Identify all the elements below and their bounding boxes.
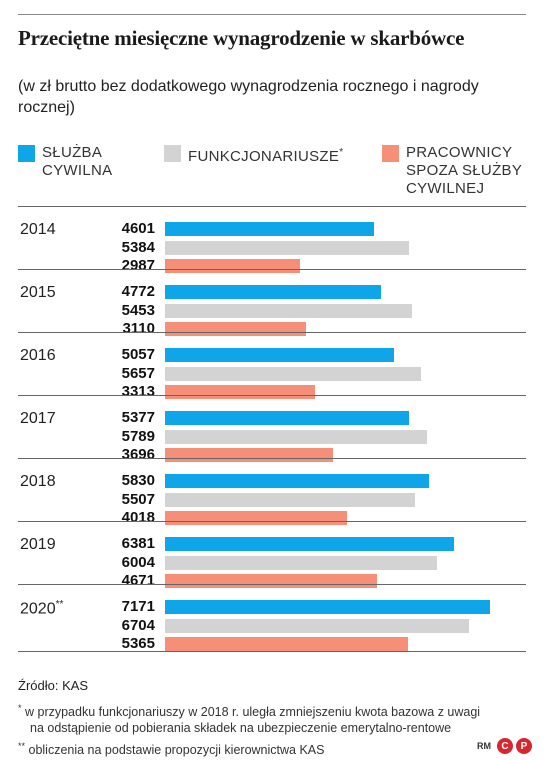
value-label-pracownicy-2015: 3110 [122, 320, 155, 337]
category-label-text-2015: 2015 [20, 284, 56, 301]
legend-item-sluzba: SŁUŻBA CYWILNA [18, 144, 112, 180]
group-rule-2018 [18, 458, 526, 459]
value-label-pracownicy-2019: 4671 [121, 572, 155, 589]
chart-bottom-rule [18, 651, 526, 652]
legend-swatch-pracownicy [382, 145, 399, 162]
category-label-text-2014: 2014 [20, 221, 56, 238]
bar-sluzba-2015 [165, 285, 382, 299]
value-label-funkcjonariusze-2017: 5789 [121, 427, 155, 445]
footnote-2-mark: ** [18, 741, 26, 751]
group-rule-2020 [18, 584, 526, 585]
logo-circle-c: C [497, 738, 513, 754]
bar-pracownicy-2017 [165, 448, 333, 462]
value-label-pracownicy-2018: 4018 [121, 509, 155, 526]
legend-label-pracownicy: PRACOWNICY SPOZA SŁUŻBY CYWILNEJ [406, 144, 523, 197]
category-label-2016: 2016 [20, 347, 56, 365]
value-label-sluzba-2015: 4772 [121, 283, 155, 300]
footnote-1-mark: * [18, 703, 22, 713]
category-label-text-2019: 2019 [20, 536, 56, 553]
group-rule-2019 [18, 521, 526, 522]
legend-swatch-funkcjonariusze [164, 145, 181, 162]
source-label: Źródło: KAS [18, 678, 89, 693]
category-label-2014: 2014 [20, 221, 56, 239]
legend-footnote-mark: * [339, 147, 344, 158]
bar-pracownicy-2014 [165, 259, 301, 273]
group-rule-2015 [18, 269, 526, 270]
bar-sluzba-2018 [165, 474, 430, 488]
legend-swatch-sluzba [18, 145, 35, 162]
group-rule-2016 [18, 332, 526, 333]
bar-pracownicy-2016 [165, 385, 316, 399]
bar-pracownicy-2020 [165, 637, 409, 651]
bar-sluzba-2019 [165, 537, 455, 551]
bar-sluzba-2016 [165, 348, 395, 362]
value-label-pracownicy-2020: 5365 [121, 635, 155, 652]
footnote-2: ** obliczenia na podstawie propozycji ki… [18, 738, 478, 758]
bar-funkcjonariusze-2019 [165, 555, 438, 570]
bar-sluzba-2017 [165, 411, 409, 425]
category-label-text-2016: 2016 [20, 347, 56, 364]
legend-item-funkcjonariusze: FUNKCJONARIUSZE* [164, 144, 343, 166]
chart-subtitle: (w zł brutto bez dodatkowego wynagrodzen… [18, 78, 479, 116]
value-label-funkcjonariusze-2015: 5453 [121, 301, 155, 319]
category-label-2020: 2020** [20, 599, 63, 618]
category-label-2019: 2019 [20, 536, 56, 554]
value-label-funkcjonariusze-2014: 5384 [121, 238, 155, 256]
bar-funkcjonariusze-2017 [165, 429, 428, 444]
value-label-funkcjonariusze-2016: 5657 [121, 364, 155, 382]
category-label-2017: 2017 [20, 410, 56, 428]
category-label-text-2018: 2018 [20, 473, 56, 490]
category-label-text-2017: 2017 [20, 410, 56, 427]
group-rule-2014 [18, 206, 526, 207]
category-label-text-2020: 2020 [20, 600, 56, 618]
bar-funkcjonariusze-2015 [165, 303, 413, 318]
value-label-funkcjonariusze-2018: 5507 [121, 490, 155, 508]
legend-label-funkcjonariusze: FUNKCJONARIUSZE* [188, 144, 343, 166]
bar-pracownicy-2019 [165, 574, 377, 588]
chart-title: Przeciętne miesięczne wynagrodzenie w sk… [18, 26, 465, 50]
group-rule-2017 [18, 395, 526, 396]
value-label-sluzba-2016: 5057 [121, 346, 155, 363]
logo-circle-p: P [516, 738, 532, 754]
value-label-sluzba-2014: 4601 [121, 220, 155, 237]
footnote-2-text: obliczenia na podstawie propozycji kiero… [25, 743, 325, 758]
bar-funkcjonariusze-2014 [165, 240, 409, 255]
footnote-1-line-1: w przypadku funkcjonariuszy w 2018 r. ul… [21, 705, 481, 720]
bar-funkcjonariusze-2016 [165, 366, 422, 381]
value-label-pracownicy-2014: 2987 [121, 257, 155, 274]
bar-sluzba-2014 [165, 222, 374, 236]
legend-item-pracownicy: PRACOWNICY SPOZA SŁUŻBY CYWILNEJ [382, 144, 522, 198]
value-label-funkcjonariusze-2019: 6004 [121, 553, 155, 571]
category-footnote-mark-2020: ** [55, 599, 64, 610]
logo-text: RM [477, 741, 491, 751]
legend-label-funkcjonariusze-text: FUNKCJONARIUSZE [188, 148, 340, 165]
footnote-1: * w przypadku funkcjonariuszy w 2018 r. … [18, 700, 518, 736]
value-label-sluzba-2018: 5830 [121, 472, 155, 489]
bar-funkcjonariusze-2018 [165, 492, 415, 507]
category-label-2018: 2018 [20, 473, 56, 491]
publisher-logo: RM C P [477, 738, 532, 754]
top-rule [18, 14, 526, 15]
value-label-sluzba-2020: 7171 [121, 598, 155, 615]
value-label-sluzba-2017: 5377 [121, 409, 155, 426]
bar-sluzba-2020 [165, 600, 490, 614]
value-label-funkcjonariusze-2020: 6704 [121, 616, 155, 634]
footnote-1-line-2: na odstąpienie od pobierania składek na … [30, 721, 452, 736]
value-label-pracownicy-2017: 3696 [121, 446, 155, 463]
bar-pracownicy-2015 [165, 322, 306, 336]
category-label-2015: 2015 [20, 284, 56, 302]
bar-pracownicy-2018 [165, 511, 348, 525]
value-label-sluzba-2019: 6381 [121, 535, 155, 552]
legend: SŁUŻBA CYWILNA FUNKCJONARIUSZE* PRACOWNI… [18, 144, 528, 200]
value-label-pracownicy-2016: 3313 [121, 383, 155, 400]
bar-funkcjonariusze-2020 [165, 618, 469, 633]
legend-label-sluzba: SŁUŻBA CYWILNA [42, 144, 113, 179]
